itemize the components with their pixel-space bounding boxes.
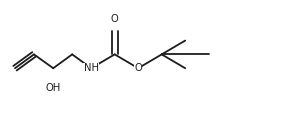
Text: O: O bbox=[134, 63, 142, 73]
Text: NH: NH bbox=[83, 63, 100, 73]
Text: OH: OH bbox=[45, 83, 61, 93]
Text: O: O bbox=[111, 14, 119, 24]
Text: O: O bbox=[134, 63, 142, 73]
Text: NH: NH bbox=[84, 63, 99, 73]
